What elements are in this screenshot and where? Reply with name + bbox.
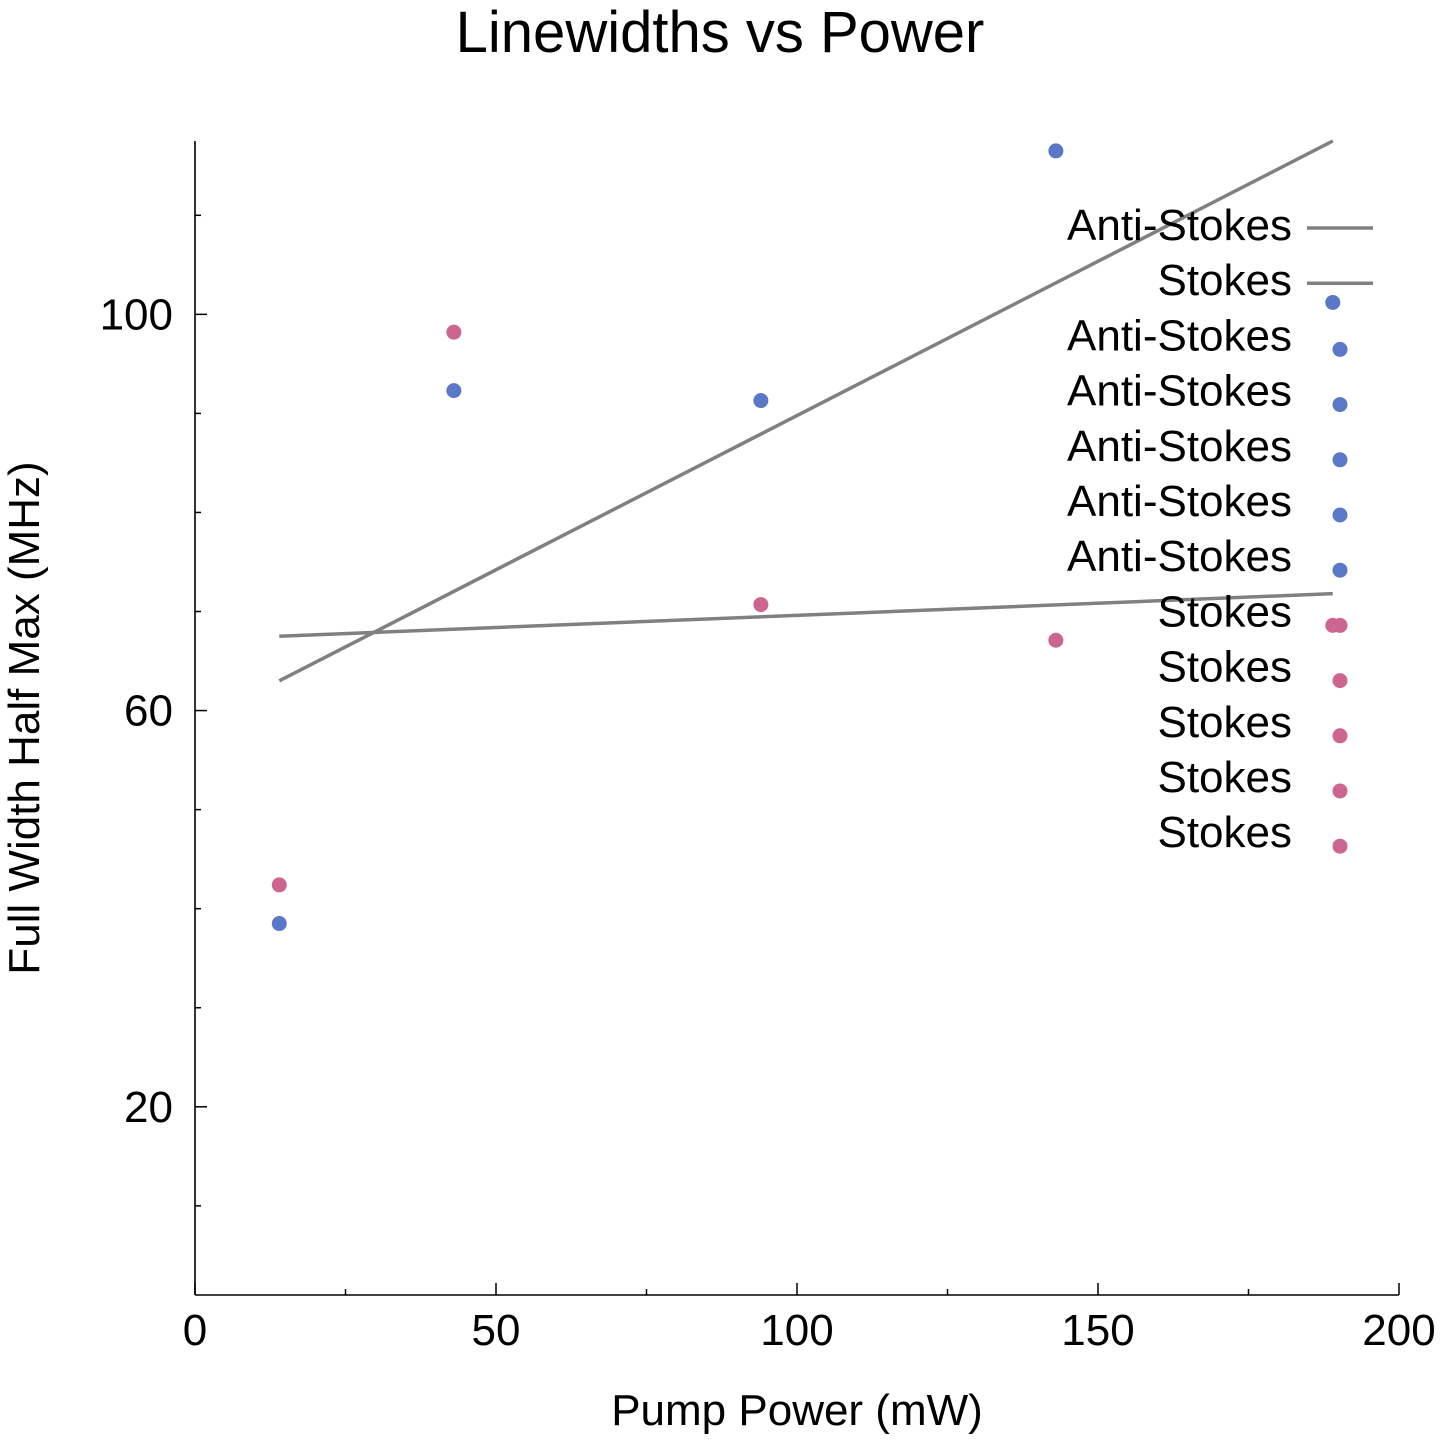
legend-marker-swatch [1332,341,1348,357]
legend-label: Anti-Stokes [1067,311,1292,360]
legend-marker-swatch [1332,507,1348,523]
anti-stokes-point [446,383,462,399]
anti-stokes-fit-line [278,139,1334,683]
legend-label: Anti-Stokes [1067,532,1292,581]
legend-label: Stokes [1157,587,1292,636]
stokes-fit-line [279,591,1333,639]
legend-label: Anti-Stokes [1067,201,1292,250]
legend-label: Anti-Stokes [1067,422,1292,471]
legend-marker-swatch [1332,728,1348,744]
legend-marker-swatch [1332,452,1348,468]
anti-stokes-point [1325,294,1341,310]
anti-stokes-point [271,916,287,932]
anti-stokes-point [753,393,769,409]
stokes-point [1048,632,1064,648]
x-tick-label: 150 [1061,1306,1134,1355]
data-points [271,143,1341,932]
x-axis-label: Pump Power (mW) [611,1386,983,1435]
legend-label: Stokes [1157,753,1292,802]
legend-label: Anti-Stokes [1067,367,1292,416]
y-tick-label: 60 [124,687,173,736]
fit-lines [278,139,1334,683]
legend-marker-swatch [1332,838,1348,854]
anti-stokes-point [1048,143,1064,159]
x-tick-label: 100 [760,1306,833,1355]
legend-label: Stokes [1157,698,1292,747]
legend-marker-swatch [1332,397,1348,413]
y-axis-label: Full Width Half Max (MHz) [0,461,49,974]
legend-marker-swatch [1332,617,1348,633]
stokes-point [753,597,769,613]
legend-marker-swatch [1332,673,1348,689]
legend-label: Stokes [1157,808,1292,857]
legend-marker-swatch [1332,783,1348,799]
stokes-point [446,324,462,340]
y-tick-label: 100 [100,290,173,339]
legend-label: Stokes [1157,643,1292,692]
x-tick-label: 200 [1362,1306,1435,1355]
y-tick-label: 20 [124,1083,173,1132]
x-tick-label: 50 [472,1306,521,1355]
legend: Anti-Stokes Stokes Anti-Stokes Anti-Stokes A… [1067,201,1373,857]
stokes-point [271,877,287,893]
x-tick-label: 0 [183,1306,207,1355]
legend-marker-swatch [1332,562,1348,578]
legend-label: Stokes [1157,256,1292,305]
legend-label: Anti-Stokes [1067,477,1292,526]
axes: 0 50 100 150 200 20 60 100 [100,141,1436,1355]
chart-title: Linewidths vs Power [456,0,985,65]
